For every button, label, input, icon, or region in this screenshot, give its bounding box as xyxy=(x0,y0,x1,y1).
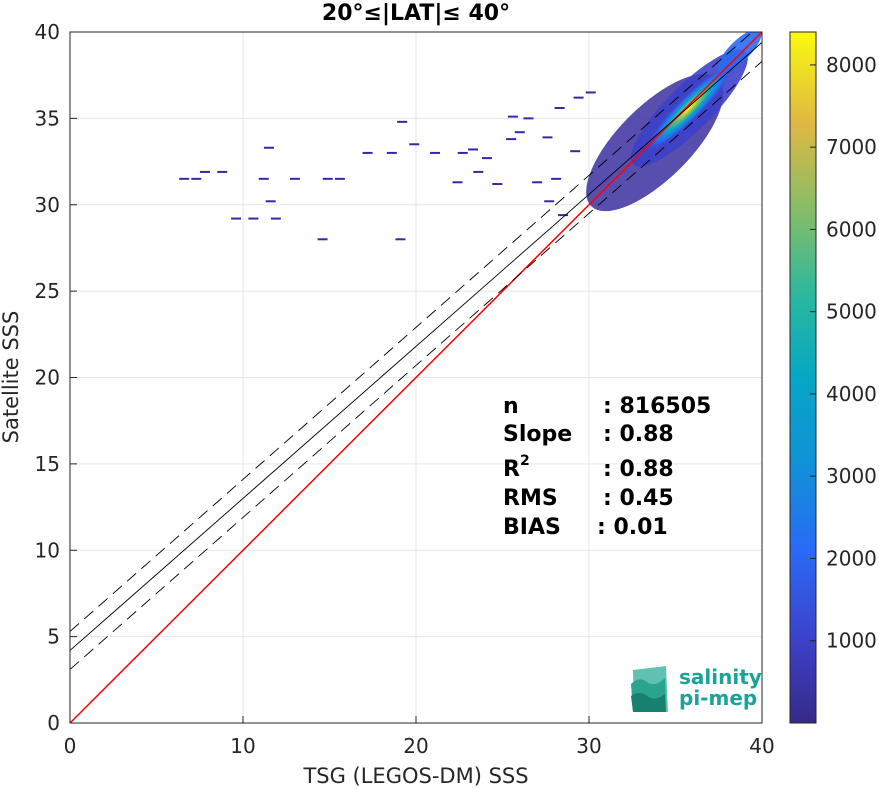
logo-line2: pi-mep xyxy=(679,686,757,710)
scatter-point xyxy=(523,117,534,120)
density-upper-tail xyxy=(717,32,762,74)
y-tick-label: 40 xyxy=(35,20,60,44)
x-axis-label: TSG (LEGOS-DM) SSS xyxy=(302,764,528,788)
y-tick-label: 0 xyxy=(47,711,60,735)
scatter-points xyxy=(179,91,596,241)
x-tick-label: 0 xyxy=(64,734,77,758)
x-tick-label: 30 xyxy=(576,734,601,758)
scatter-point xyxy=(542,136,553,139)
scatter-point xyxy=(322,177,333,180)
salinity-pi-mep-logo: salinity pi-mep xyxy=(631,665,762,712)
stat-r2-label: R2 xyxy=(503,453,530,482)
scatter-point xyxy=(265,200,276,203)
scatter-point xyxy=(452,181,463,184)
y-tick-label: 10 xyxy=(35,538,60,562)
scatter-point xyxy=(457,151,468,154)
stat-bias-label: BIAS xyxy=(503,515,561,540)
line-regression xyxy=(70,42,762,651)
scatter-point xyxy=(258,177,269,180)
scatter-point xyxy=(473,170,484,173)
line-regression-lower xyxy=(70,61,762,670)
density-core xyxy=(644,63,735,153)
scatter-point xyxy=(397,120,408,123)
chart-title: 20°≤|LAT|≤ 40° xyxy=(322,1,510,26)
scatter-point xyxy=(514,131,525,134)
colorbar-tick-label: 8000 xyxy=(826,53,877,77)
scatter-point xyxy=(468,148,479,151)
stat-rms-value: : 0.45 xyxy=(603,486,674,511)
y-axis-ticks: 0 5 10 15 20 25 30 35 40 xyxy=(35,20,77,735)
colorbar: 1000 2000 3000 4000 5000 6000 7000 8000 xyxy=(789,31,877,724)
scatter-point xyxy=(507,115,518,118)
colorbar-tick-label: 7000 xyxy=(826,135,877,159)
stat-r2-base: R xyxy=(503,457,520,482)
scatter-point xyxy=(217,170,228,173)
stat-rms-label: RMS xyxy=(503,486,558,511)
y-tick-label: 35 xyxy=(35,106,60,130)
scatter-point xyxy=(386,151,397,154)
wave-logo-icon xyxy=(631,666,668,712)
scatter-point xyxy=(532,181,543,184)
x-tick-label: 20 xyxy=(403,734,428,758)
scatter-point xyxy=(430,151,441,154)
stat-n-value: : 816505 xyxy=(603,394,711,419)
y-tick-label: 20 xyxy=(35,366,60,390)
logo-line1: salinity xyxy=(679,665,762,689)
stat-slope-label: Slope xyxy=(503,422,572,447)
scatter-point xyxy=(231,217,242,220)
scatter-point xyxy=(263,146,274,149)
scatter-point xyxy=(289,177,300,180)
density-cloud xyxy=(586,32,762,212)
colorbar-tick-label: 1000 xyxy=(826,629,877,653)
colorbar-tick-label: 6000 xyxy=(826,217,877,241)
colorbar-tick-label: 5000 xyxy=(826,300,877,324)
scatter-point xyxy=(409,143,420,146)
line-identity xyxy=(70,32,762,723)
stat-r2-value: : 0.88 xyxy=(603,457,674,482)
line-regression-upper xyxy=(70,32,753,632)
stat-r2-superscript: 2 xyxy=(520,453,530,469)
scatter-point xyxy=(554,107,565,110)
scatter-point xyxy=(570,150,581,153)
stat-bias-value: : 0.01 xyxy=(597,515,668,540)
scatter-point xyxy=(334,177,345,180)
scatter-point xyxy=(179,177,190,180)
scatter-point xyxy=(481,157,492,160)
colorbar-tick-label: 3000 xyxy=(826,464,877,488)
x-axis-ticks: 0 10 20 30 40 xyxy=(64,716,775,758)
y-tick-label: 30 xyxy=(35,193,60,217)
y-axis-label: Satellite SSS xyxy=(0,311,23,444)
scatter-point xyxy=(395,238,406,241)
scatter-point xyxy=(199,170,210,173)
colorbar-tick-label: 2000 xyxy=(826,546,877,570)
y-tick-label: 25 xyxy=(35,279,60,303)
scatter-point xyxy=(506,138,517,141)
scatter-point xyxy=(317,238,328,241)
scatter-point xyxy=(191,177,202,180)
colorbar-ticks: 1000 2000 3000 4000 5000 6000 7000 8000 xyxy=(810,53,877,653)
y-tick-label: 15 xyxy=(35,452,60,476)
x-tick-label: 40 xyxy=(749,734,774,758)
stat-slope-value: : 0.88 xyxy=(603,422,674,447)
fit-lines xyxy=(70,32,762,723)
y-tick-label: 5 xyxy=(47,625,60,649)
statistics-box: n : 816505 Slope : 0.88 R2 : 0.88 RMS : … xyxy=(503,394,711,540)
colorbar-gradient xyxy=(789,31,817,724)
scatter-point xyxy=(492,183,503,186)
scatter-point xyxy=(558,214,569,217)
scatter-point xyxy=(573,96,584,99)
scatter-point xyxy=(551,177,562,180)
scatter-point xyxy=(585,91,596,94)
colorbar-tick-label: 4000 xyxy=(826,382,877,406)
scatter-point xyxy=(362,151,373,154)
scatter-point xyxy=(270,217,281,220)
scatter-point xyxy=(544,200,555,203)
x-tick-label: 10 xyxy=(230,734,255,758)
scatter-point xyxy=(248,217,259,220)
stat-n-label: n xyxy=(503,394,519,419)
